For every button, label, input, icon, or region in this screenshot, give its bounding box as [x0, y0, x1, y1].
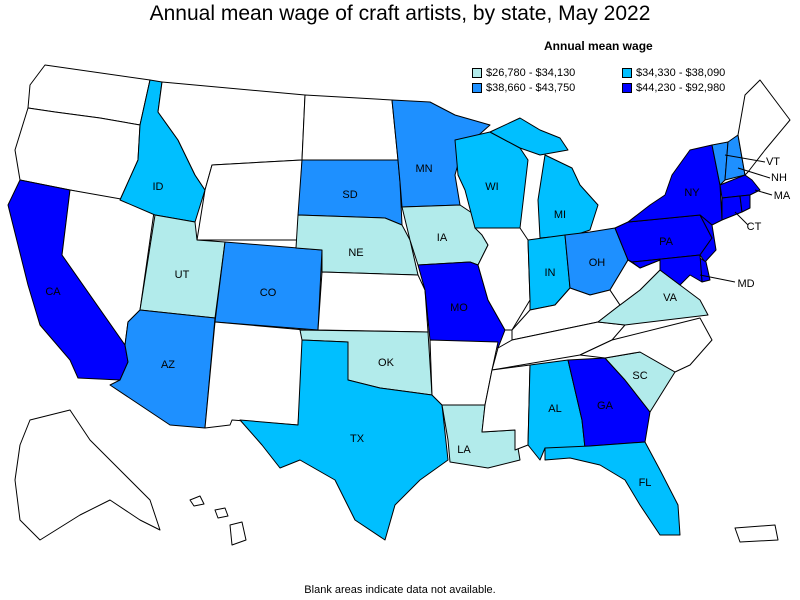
legend-item-bin-1: $26,780 - $34,130: [472, 67, 575, 79]
legend-title: Annual mean wage: [544, 39, 653, 53]
legend-label: $38,660 - $43,750: [486, 82, 576, 94]
state-KS[interactable]: [317, 271, 429, 333]
label-FL: FL: [639, 477, 652, 489]
label-OK: OK: [378, 357, 395, 369]
label-NE: NE: [348, 247, 363, 259]
legend-item-bin-3: $38,660 - $43,750: [472, 82, 575, 94]
state-TX[interactable]: [239, 339, 449, 541]
state-FL[interactable]: [544, 441, 681, 536]
leader-line-MD: [699, 274, 736, 283]
label-AZ: AZ: [161, 359, 175, 371]
leader-line-CT: [734, 211, 749, 226]
legend-swatch: [472, 83, 482, 93]
state-ME[interactable]: [737, 79, 791, 176]
label-UT: UT: [175, 269, 190, 281]
footnote: Blank areas indicate data not available.: [304, 584, 496, 596]
state-IL[interactable]: [474, 227, 531, 331]
label-LA: LA: [457, 444, 471, 456]
legend-label: $26,780 - $34,130: [486, 67, 576, 79]
state-TN[interactable]: [491, 321, 626, 371]
state-MD[interactable]: [631, 254, 703, 286]
label-NH: NH: [771, 172, 787, 184]
state-MI[interactable]: [537, 154, 599, 239]
legend-item-bin-4: $44,230 - $92,980: [622, 82, 725, 94]
label-MI: MI: [554, 209, 566, 221]
state-WY[interactable]: [196, 159, 303, 241]
leader-line-MA: [754, 189, 773, 196]
label-CT: CT: [747, 221, 762, 233]
label-AL: AL: [548, 403, 561, 415]
legend-label: $44,230 - $92,980: [636, 82, 726, 94]
leader-line-VT: [724, 154, 766, 163]
label-SC: SC: [632, 370, 647, 382]
state-NM[interactable]: [204, 321, 306, 429]
state-MN[interactable]: [391, 99, 491, 208]
label-ID: ID: [153, 181, 164, 193]
label-NY: NY: [684, 187, 700, 199]
state-AK[interactable]: [14, 409, 161, 541]
state-RI[interactable]: [739, 194, 751, 213]
label-WI: WI: [485, 181, 498, 193]
label-IN: IN: [545, 267, 556, 279]
legend-label: $34,330 - $38,090: [636, 67, 726, 79]
state-NY[interactable]: [627, 144, 723, 226]
state-ND[interactable]: [301, 94, 399, 161]
label-VA: VA: [663, 292, 678, 304]
legend-item-bin-2: $34,330 - $38,090: [622, 67, 725, 79]
label-PA: PA: [659, 236, 674, 248]
label-MD: MD: [737, 278, 754, 290]
label-MO: MO: [450, 302, 468, 314]
label-CO: CO: [260, 287, 277, 299]
legend-swatch: [622, 68, 632, 78]
legend-swatch: [622, 83, 632, 93]
label-IA: IA: [437, 232, 448, 244]
state-HI[interactable]: [189, 495, 247, 546]
state-NC[interactable]: [579, 317, 713, 373]
state-MI-upper[interactable]: [489, 117, 569, 156]
legend-swatch: [472, 68, 482, 78]
label-MN: MN: [415, 163, 432, 175]
label-SD: SD: [342, 189, 357, 201]
label-GA: GA: [597, 400, 614, 412]
map-title: Annual mean wage of craft artists, by st…: [149, 2, 651, 25]
label-OH: OH: [589, 257, 606, 269]
state-CO[interactable]: [214, 241, 323, 331]
label-TX: TX: [350, 433, 365, 445]
label-VT: VT: [766, 156, 780, 168]
leader-line-NH: [737, 167, 771, 179]
label-CA: CA: [45, 286, 61, 298]
label-MA: MA: [774, 190, 791, 202]
territory-PR[interactable]: [734, 524, 779, 543]
